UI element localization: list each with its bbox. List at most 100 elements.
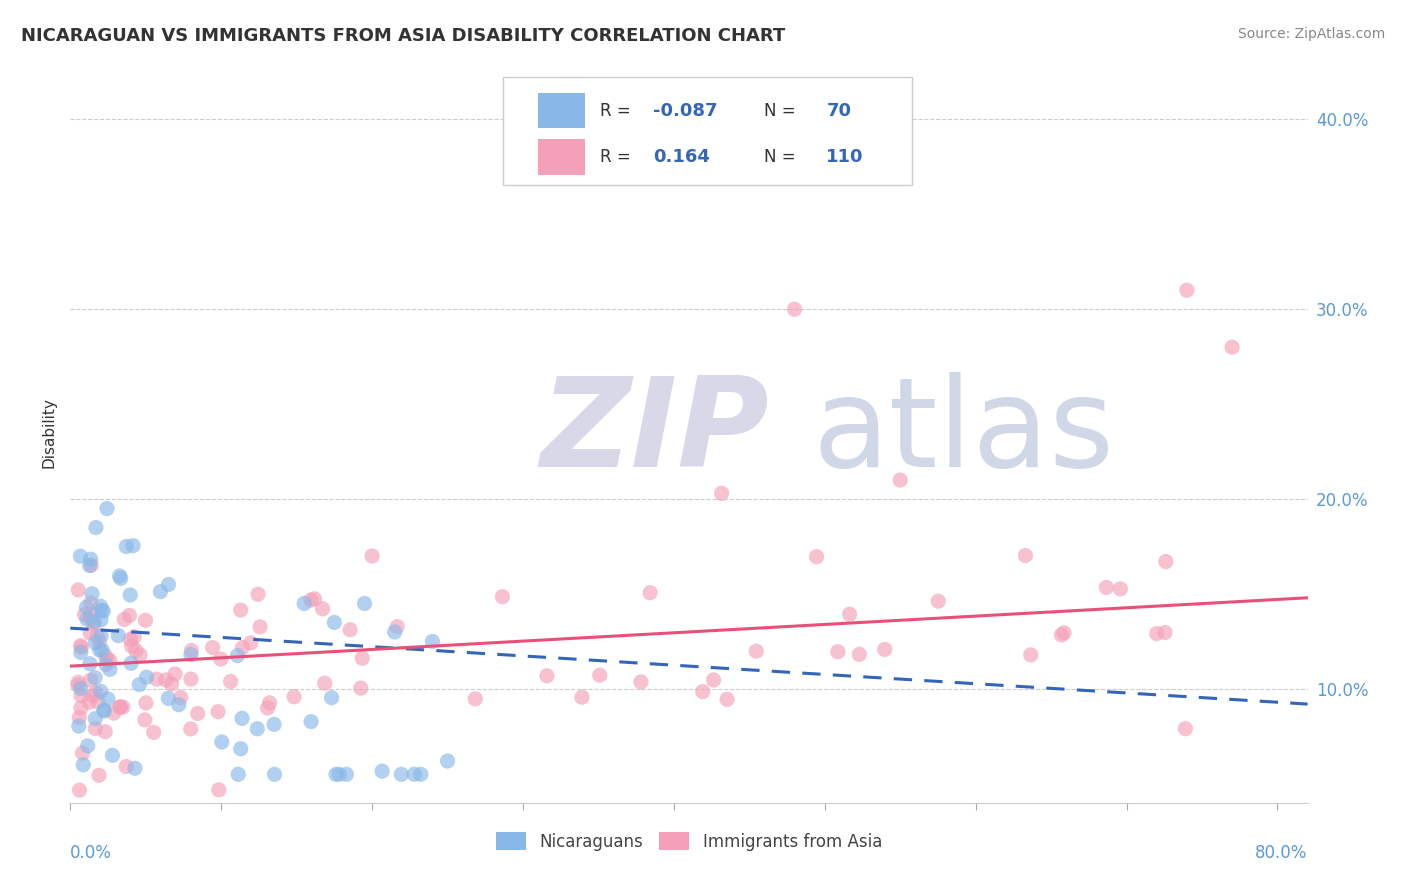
Text: ZIP: ZIP bbox=[540, 372, 769, 493]
Point bbox=[90, 603, 112, 617]
Point bbox=[69, 681, 91, 696]
Point bbox=[167, 698, 190, 712]
Point bbox=[160, 677, 183, 691]
Point bbox=[94, 648, 117, 663]
Point bbox=[83, 615, 105, 629]
Point bbox=[79, 552, 101, 566]
Point bbox=[283, 690, 305, 704]
Point bbox=[180, 643, 202, 657]
Point bbox=[91, 643, 114, 657]
Point bbox=[249, 620, 271, 634]
Point bbox=[422, 634, 444, 648]
Point bbox=[716, 692, 738, 706]
Point bbox=[79, 673, 101, 687]
Point bbox=[69, 639, 91, 653]
Point bbox=[79, 657, 101, 671]
FancyBboxPatch shape bbox=[503, 78, 911, 185]
Text: -0.087: -0.087 bbox=[652, 102, 717, 120]
Point bbox=[464, 691, 486, 706]
Point bbox=[350, 681, 373, 695]
Point bbox=[201, 640, 224, 655]
Point bbox=[89, 634, 111, 648]
Point bbox=[121, 639, 143, 653]
Point bbox=[80, 558, 103, 573]
Text: atlas: atlas bbox=[813, 372, 1115, 493]
Point bbox=[96, 501, 118, 516]
Point bbox=[311, 602, 333, 616]
Point bbox=[180, 672, 202, 686]
Point bbox=[73, 607, 96, 622]
Point bbox=[84, 686, 107, 700]
Point bbox=[169, 690, 191, 705]
Point bbox=[180, 722, 202, 736]
Point bbox=[299, 714, 322, 729]
Point bbox=[87, 768, 110, 782]
Point bbox=[157, 691, 180, 706]
Legend: Nicaraguans, Immigrants from Asia: Nicaraguans, Immigrants from Asia bbox=[489, 825, 889, 857]
Point bbox=[231, 640, 253, 655]
Point bbox=[122, 539, 145, 553]
Point bbox=[98, 662, 121, 676]
Point bbox=[101, 748, 124, 763]
Point bbox=[128, 678, 150, 692]
Point bbox=[79, 596, 101, 610]
Point bbox=[79, 626, 101, 640]
Point bbox=[69, 645, 91, 659]
Point bbox=[76, 600, 98, 615]
Point bbox=[120, 632, 142, 647]
Point bbox=[436, 754, 458, 768]
Point bbox=[118, 608, 141, 623]
Point bbox=[231, 711, 253, 725]
Point bbox=[321, 690, 343, 705]
Point bbox=[125, 643, 148, 657]
Point bbox=[638, 585, 661, 599]
Point bbox=[207, 705, 229, 719]
Point bbox=[76, 739, 98, 753]
Point bbox=[389, 767, 412, 781]
Point bbox=[571, 690, 593, 705]
Point bbox=[84, 712, 107, 726]
Point bbox=[120, 588, 142, 602]
Point bbox=[229, 603, 252, 617]
Point bbox=[70, 640, 93, 655]
Point bbox=[94, 657, 117, 672]
Point bbox=[70, 701, 93, 715]
Point bbox=[145, 672, 167, 686]
Point bbox=[256, 701, 278, 715]
Point bbox=[259, 696, 281, 710]
Point bbox=[97, 692, 120, 706]
Point bbox=[142, 725, 165, 739]
Point bbox=[1175, 283, 1198, 297]
Point bbox=[806, 549, 828, 564]
Point bbox=[1174, 722, 1197, 736]
Point bbox=[1109, 582, 1132, 596]
Point bbox=[163, 667, 186, 681]
Point bbox=[299, 593, 322, 607]
Point bbox=[927, 594, 949, 608]
Point bbox=[80, 587, 103, 601]
Text: Source: ZipAtlas.com: Source: ZipAtlas.com bbox=[1237, 27, 1385, 41]
Point bbox=[90, 629, 112, 643]
Point bbox=[115, 759, 138, 773]
Point bbox=[838, 607, 860, 622]
Point bbox=[371, 764, 394, 779]
Point bbox=[848, 648, 870, 662]
Point bbox=[72, 746, 94, 760]
Point bbox=[91, 604, 114, 618]
Bar bbox=[538, 139, 585, 175]
Point bbox=[69, 549, 91, 564]
Text: 0.164: 0.164 bbox=[652, 148, 710, 166]
Point bbox=[90, 613, 112, 627]
Text: NICARAGUAN VS IMMIGRANTS FROM ASIA DISABILITY CORRELATION CHART: NICARAGUAN VS IMMIGRANTS FROM ASIA DISAB… bbox=[21, 27, 786, 45]
Point bbox=[873, 642, 896, 657]
Point bbox=[67, 719, 90, 733]
Point bbox=[76, 612, 98, 626]
Text: R =: R = bbox=[600, 102, 636, 120]
Point bbox=[96, 652, 118, 666]
Point bbox=[211, 735, 233, 749]
Point bbox=[219, 674, 242, 689]
Point bbox=[314, 676, 336, 690]
Point bbox=[84, 520, 107, 534]
Point bbox=[67, 710, 90, 724]
Point bbox=[352, 651, 374, 665]
